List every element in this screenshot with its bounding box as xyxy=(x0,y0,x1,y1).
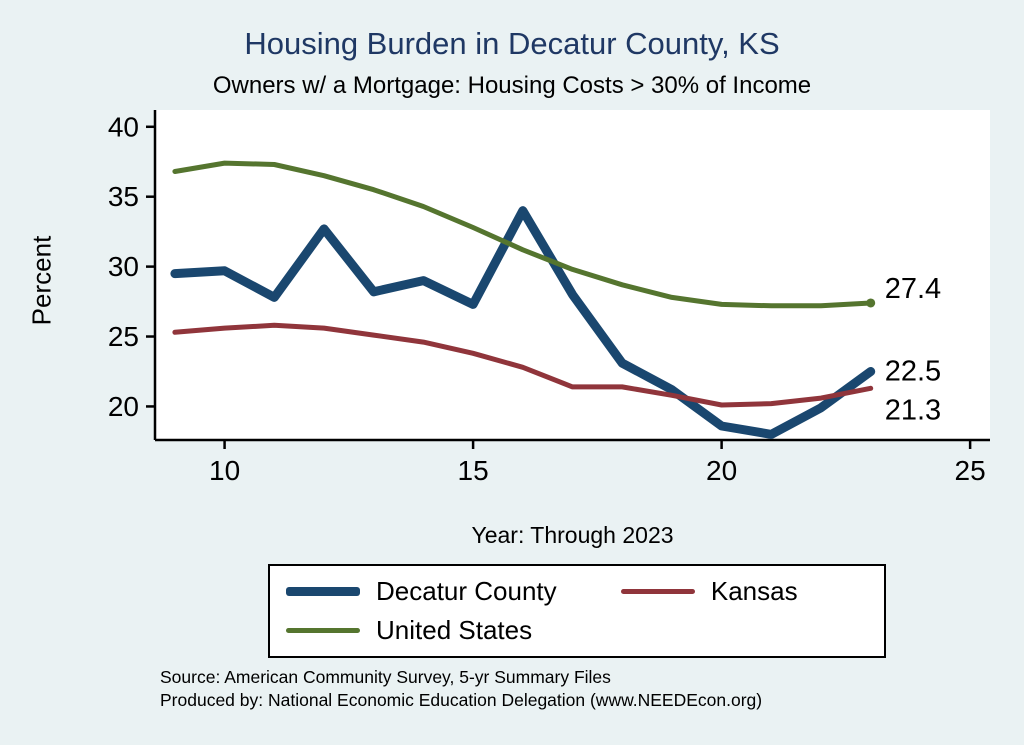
end-label-united-states: 27.4 xyxy=(885,273,941,305)
x-tick-label: 15 xyxy=(458,455,489,486)
legend-swatch-kansas xyxy=(620,589,695,594)
end-label-decatur-county: 22.5 xyxy=(885,355,941,387)
legend-swatch-decatur-county xyxy=(286,587,360,596)
y-tick-label: 25 xyxy=(108,321,139,352)
x-tick-label: 10 xyxy=(209,455,240,486)
series-line-kansas xyxy=(172,322,874,408)
legend: Decatur County Kansas United States xyxy=(268,564,886,658)
chart-title: Housing Burden in Decatur County, KS xyxy=(244,26,780,61)
legend-item-decatur-county: Decatur County xyxy=(286,576,621,607)
source-line-2: Produced by: National Economic Education… xyxy=(160,689,763,710)
y-tick-label: 30 xyxy=(108,251,139,282)
chart-subtitle: Owners w/ a Mortgage: Housing Costs > 30… xyxy=(212,72,812,99)
legend-label-kansas: Kansas xyxy=(710,576,798,606)
series-line-decatur-county xyxy=(170,206,876,439)
series-line-united-states xyxy=(172,160,874,309)
y-tick-label: 35 xyxy=(108,181,139,212)
legend-label-united-states: United States xyxy=(376,615,533,645)
source-line-1: Source: American Community Survey, 5-yr … xyxy=(160,667,611,687)
source-note: Source: American Community Survey, 5-yr … xyxy=(160,666,1000,712)
series-end-marker-united-states xyxy=(866,298,876,308)
y-tick-label: 40 xyxy=(108,111,139,142)
x-tick-label: 20 xyxy=(706,455,737,486)
end-label-kansas: 21.3 xyxy=(885,394,941,426)
legend-label-decatur-county: Decatur County xyxy=(376,576,557,606)
y-tick-label: 20 xyxy=(108,391,139,422)
legend-item-united-states: United States xyxy=(286,615,621,646)
legend-swatch-united-states xyxy=(286,628,360,633)
line-chart-plot: 20 25 30 35 40 10 15 20 25 22.5 21.3 27.4 xyxy=(108,110,990,486)
legend-grid: Decatur County Kansas United States xyxy=(286,576,884,646)
x-tick-label: 25 xyxy=(955,455,986,486)
x-axis-title: Year: Through 2023 xyxy=(471,522,674,548)
legend-item-kansas: Kansas xyxy=(620,576,884,607)
